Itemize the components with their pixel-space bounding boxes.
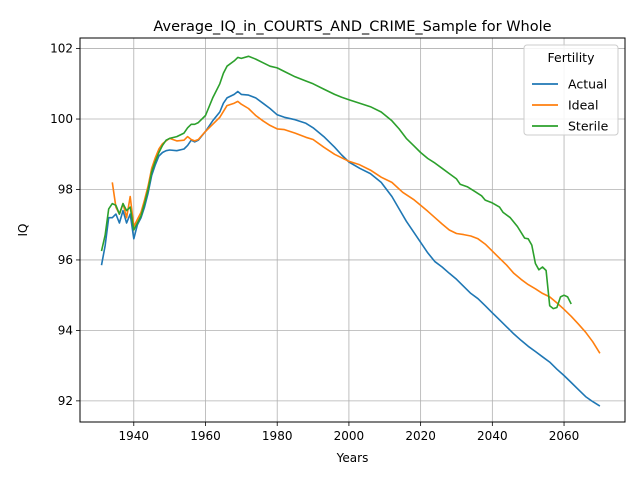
legend-label-sterile: Sterile [568, 119, 609, 134]
legend-title: Fertility [548, 50, 596, 65]
y-tick-label: 92 [58, 394, 73, 408]
plot-frame [79, 37, 626, 423]
x-tick-label: 2040 [477, 429, 508, 443]
y-tick-label: 96 [58, 253, 73, 267]
series-line-sterile [100, 55, 572, 310]
x-tick-label: 2020 [405, 429, 436, 443]
chart-title: Average_IQ_in_COURTS_AND_CRIME_Sample fo… [153, 19, 551, 35]
legend: Fertility Actual Ideal Sterile [523, 44, 619, 136]
y-tick-label: 102 [50, 42, 73, 56]
y-axis-label: IQ [16, 224, 30, 237]
x-tick-label: 2000 [334, 429, 365, 443]
legend-label-ideal: Ideal [568, 98, 598, 113]
x-tick-label: 1960 [190, 429, 221, 443]
y-tick-label: 98 [58, 182, 73, 196]
axis-ticks: 1940 1960 1980 2000 2020 2040 2060 92 94 96 98 100 1… [50, 42, 579, 443]
series-line-ideal [111, 100, 601, 354]
y-tick-label: 94 [58, 323, 73, 337]
x-tick-label: 1940 [119, 429, 150, 443]
y-tick-label: 100 [50, 112, 73, 126]
x-tick-label: 1980 [262, 429, 293, 443]
series-lines [100, 55, 601, 407]
legend-label-actual: Actual [568, 77, 607, 92]
x-axis-label: Years [336, 451, 369, 465]
legend-box [523, 44, 619, 136]
x-tick-label: 2060 [549, 429, 580, 443]
legend-entries: Actual Ideal Sterile [532, 77, 609, 134]
